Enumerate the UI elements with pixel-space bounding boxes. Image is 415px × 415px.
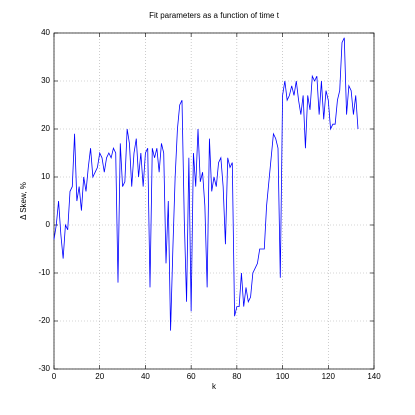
x-tick-label: 40 [141, 372, 150, 381]
y-tick-label: 20 [41, 124, 50, 133]
y-tick-label: -30 [38, 364, 50, 373]
x-tick-label: 60 [187, 372, 196, 381]
x-tick-label: 100 [276, 372, 290, 381]
x-axis-label: k [212, 382, 217, 391]
y-tick-label: 0 [46, 220, 51, 229]
plot-frame [53, 32, 375, 370]
y-tick-label: 30 [41, 76, 50, 85]
x-tick-label: 140 [367, 372, 381, 381]
y-tick-label: 40 [41, 28, 50, 37]
data-line [53, 37, 359, 331]
y-tick-label: -20 [38, 316, 50, 325]
x-tick-label: 20 [95, 372, 104, 381]
y-axis-label: Δ Skew, % [19, 182, 28, 220]
x-tick-label: 120 [322, 372, 336, 381]
y-tick-label: 10 [41, 172, 50, 181]
y-tick-label: -10 [38, 268, 50, 277]
chart-title: Fit parameters as a function of time t [149, 11, 280, 20]
x-tick-label: 80 [232, 372, 241, 381]
x-tick-label: 0 [52, 372, 57, 381]
